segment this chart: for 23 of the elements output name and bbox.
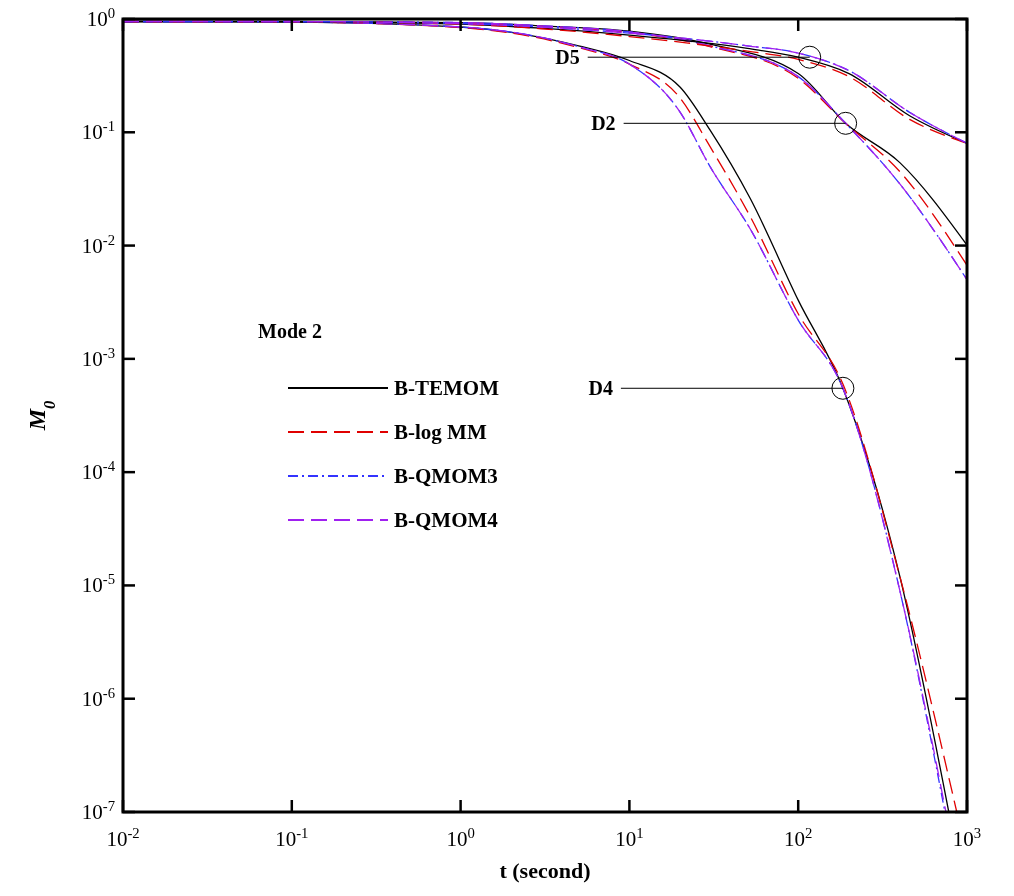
legend-label: B-QMOM4 [394,508,499,532]
y-tick-label: 10$^{-3}$ [81,344,115,371]
y-tick-label: 10$^{-1}$ [81,118,115,145]
y-tick-label: 10$^{0}$ [86,5,115,31]
y-tick-label: 10$^{-7}$ [81,798,115,824]
annotation: D4 [588,377,613,400]
legend-title: Mode 2 [258,320,322,342]
y-tick-label: 10$^{-2}$ [81,231,115,258]
x-tick-label: 10$^{0}$ [446,825,475,851]
legend-label: B-log MM [394,420,487,444]
annotation: D2 [591,112,616,135]
legend-label: B-TEMOM [394,376,500,400]
legend-label: B-QMOM3 [394,464,498,488]
x-tick-label: 10$^{-2}$ [106,825,140,851]
x-tick-label: 10$^{1}$ [615,825,644,851]
x-tick-label: 10$^{3}$ [952,825,982,851]
x-tick-label: 10$^{-1}$ [275,825,309,851]
y-tick-label: 10$^{-5}$ [81,571,115,598]
x-tick-label: 10$^{2}$ [784,825,813,851]
y-tick-label: 10$^{-4}$ [81,458,116,485]
annotation: D5 [555,46,580,69]
y-tick-label: 10$^{-6}$ [81,684,115,711]
x-axis-title: t (second) [499,858,591,883]
